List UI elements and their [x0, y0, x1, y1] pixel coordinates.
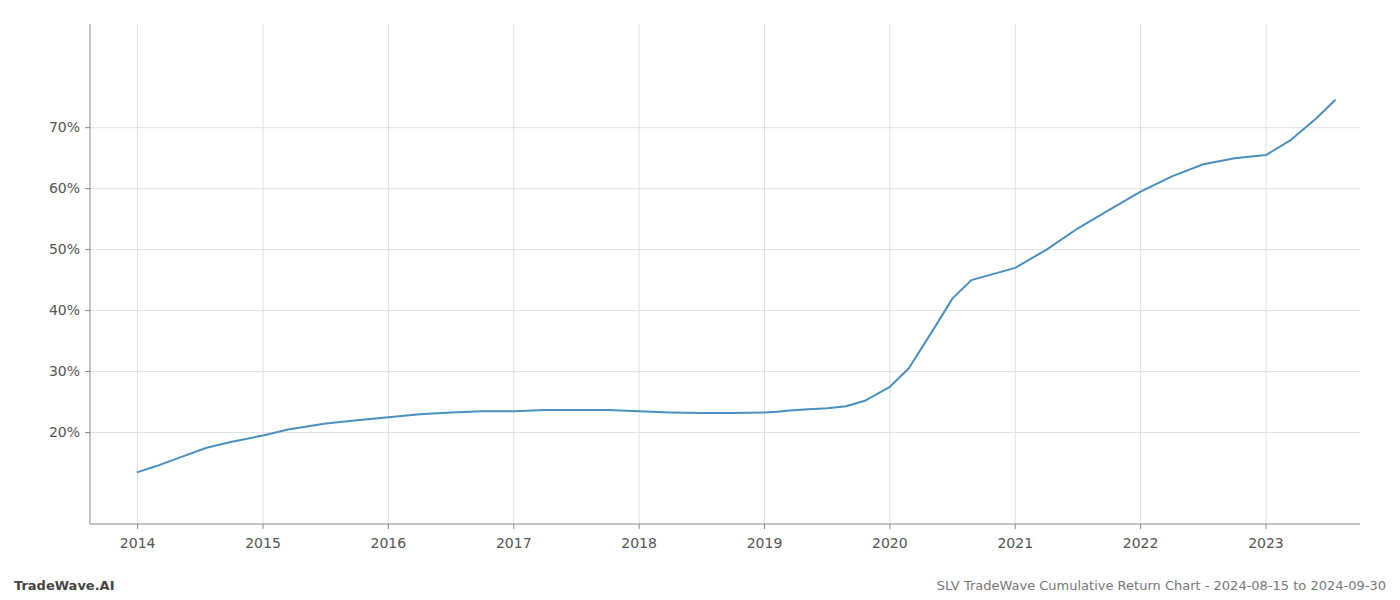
x-tick-label: 2023 [1248, 535, 1284, 551]
x-tick [137, 524, 138, 529]
y-grid-line [90, 371, 1360, 372]
x-tick [388, 524, 389, 529]
data-line [138, 100, 1335, 472]
x-tick-label: 2020 [872, 535, 908, 551]
x-tick-label: 2016 [371, 535, 407, 551]
x-tick-label: 2014 [120, 535, 156, 551]
y-tick-label: 70% [49, 119, 80, 135]
x-grid-line [1015, 24, 1016, 524]
y-tick-label: 40% [49, 302, 80, 318]
x-tick [889, 524, 890, 529]
y-grid-line [90, 127, 1360, 128]
footer-left: TradeWave.AI [14, 578, 115, 593]
y-tick [85, 310, 90, 311]
chart-container: 2014 2015 2016 2017 2018 2019 2020 2021 2022 2023… [0, 0, 1400, 600]
x-tick [1140, 524, 1141, 529]
y-tick [85, 432, 90, 433]
x-grid-line [263, 24, 264, 524]
x-grid-line [889, 24, 890, 524]
x-grid-line [1140, 24, 1141, 524]
x-grid-line [764, 24, 765, 524]
x-tick-label: 2021 [997, 535, 1033, 551]
y-tick [85, 249, 90, 250]
chart-svg: 2014 2015 2016 2017 2018 2019 2020 2021 2022 2023… [0, 0, 1400, 600]
grid [90, 24, 1360, 524]
y-tick-label: 20% [49, 424, 80, 440]
axes [85, 24, 1360, 529]
x-tick-label: 2017 [496, 535, 532, 551]
x-grid-line [1265, 24, 1266, 524]
x-tick-label: 2018 [621, 535, 657, 551]
x-tick-label: 2019 [747, 535, 783, 551]
y-tick [85, 127, 90, 128]
x-grid-line [137, 24, 138, 524]
x-tick [513, 524, 514, 529]
x-tick [263, 524, 264, 529]
y-tick-label: 60% [49, 180, 80, 196]
x-grid-line [513, 24, 514, 524]
footer-right: SLV TradeWave Cumulative Return Chart - … [937, 578, 1386, 593]
x-tick [639, 524, 640, 529]
x-tick-label: 2015 [245, 535, 281, 551]
y-grid-line [90, 310, 1360, 311]
texts: 2014 2015 2016 2017 2018 2019 2020 2021 2022 2023… [14, 119, 1386, 593]
x-tick-label: 2022 [1123, 535, 1159, 551]
y-axis-line [90, 24, 91, 524]
x-tick [1015, 524, 1016, 529]
y-tick [85, 188, 90, 189]
plot-area [138, 100, 1335, 472]
x-axis-line [90, 524, 1360, 525]
x-grid-line [639, 24, 640, 524]
y-grid-line [90, 188, 1360, 189]
y-tick-label: 30% [49, 363, 80, 379]
x-tick [1265, 524, 1266, 529]
x-grid-line [388, 24, 389, 524]
y-grid-line [90, 249, 1360, 250]
y-tick [85, 371, 90, 372]
x-tick [764, 524, 765, 529]
y-tick-label: 50% [49, 241, 80, 257]
